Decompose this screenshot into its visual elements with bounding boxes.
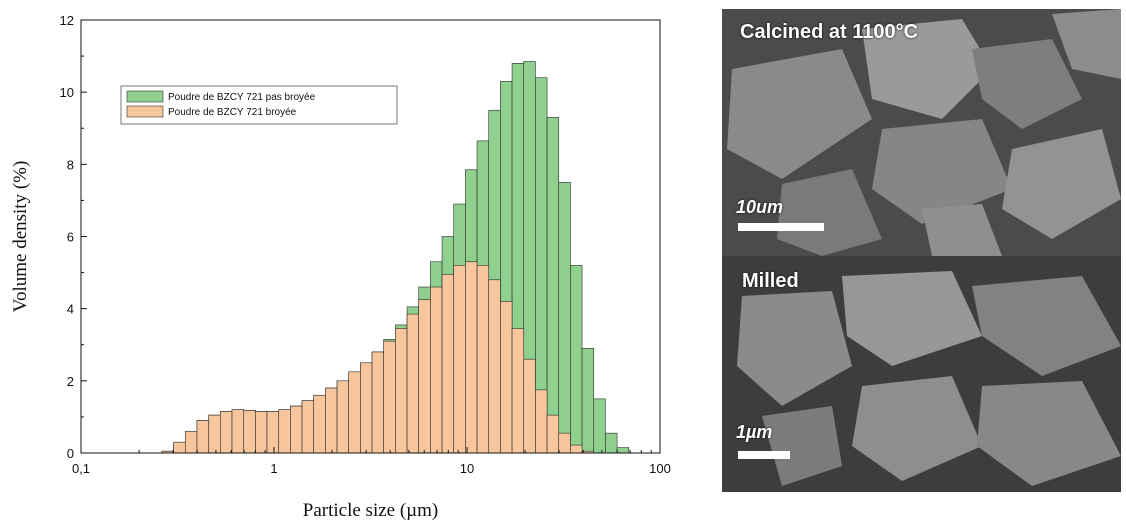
image-label-calcined: Calcined at 1100°C: [740, 21, 919, 43]
bar-milled-4: [208, 414, 221, 454]
y-tick-label-4: 8: [67, 157, 74, 172]
bar-unmilled-35: [570, 265, 583, 454]
legend-swatch-unmilled: [126, 90, 164, 103]
bar-milled-9: [266, 411, 280, 454]
bar-unmilled-37: [593, 398, 606, 454]
sem-image-milled: Milled 1µm: [722, 256, 1121, 492]
bar-milled-28: [488, 279, 501, 454]
y-tick-label-3: 6: [67, 230, 74, 245]
x-axis-title: Particle size (µm): [303, 500, 438, 521]
bar-milled-19: [383, 340, 396, 454]
x-tick-label-2: 10: [460, 461, 474, 476]
bar-milled-24: [441, 274, 455, 454]
legend-swatch-milled: [126, 105, 164, 118]
bar-unmilled-39: [616, 447, 630, 454]
bar-milled-23: [430, 286, 443, 454]
bar-milled-18: [371, 351, 385, 454]
histogram-chart: 0 2 4 6 8 10 12 0,1 1 10 100 Poudre de BZCY 721 pa…: [10, 13, 671, 521]
bar-milled-13: [313, 394, 326, 454]
y-tick-label-5: 10: [60, 85, 74, 100]
sem-image-calcined: Calcined at 1100°C 10um: [722, 9, 1121, 256]
bar-milled-14: [325, 387, 338, 454]
scale-bar-label-1um: 1µm: [736, 422, 773, 442]
legend: Poudre de BZCY 721 pas broyée Poudre de …: [120, 85, 398, 125]
bar-milled-5: [220, 411, 233, 454]
y-tick-label-0: 0: [67, 446, 74, 461]
bar-milled-26: [465, 261, 478, 454]
bar-milled-31: [523, 358, 536, 454]
bar-milled-11: [290, 405, 303, 454]
legend-label-unmilled: Poudre de BZCY 721 pas broyée: [168, 92, 316, 103]
scale-bar-10um: [738, 223, 824, 231]
scale-bar-1um: [738, 451, 790, 459]
y-tick-label-6: 12: [60, 13, 74, 28]
image-label-milled: Milled: [742, 270, 799, 292]
bars-layer: [161, 61, 630, 454]
x-tick-label-0: 0,1: [72, 461, 90, 476]
bar-unmilled-36: [581, 348, 595, 454]
bar-milled-34: [558, 432, 571, 454]
bar-milled-8: [255, 411, 268, 454]
bar-milled-22: [418, 299, 431, 454]
bar-milled-25: [453, 265, 466, 454]
bar-milled-16: [348, 371, 361, 454]
bar-milled-6: [231, 409, 245, 454]
legend-label-milled: Poudre de BZCY 721 broyée: [168, 107, 297, 118]
y-tick-label-1: 2: [67, 374, 74, 389]
sem-texture-milled: [722, 256, 1121, 492]
bar-milled-2: [184, 431, 198, 454]
bar-milled-7: [243, 410, 256, 454]
bar-milled-35: [570, 444, 583, 454]
bar-milled-15: [336, 380, 349, 454]
y-tick-label-2: 4: [67, 302, 74, 317]
bar-unmilled-38: [605, 432, 618, 454]
bar-milled-12: [301, 400, 315, 454]
sem-texture-calcined: [722, 9, 1121, 256]
bar-milled-29: [500, 301, 513, 454]
bar-milled-1: [173, 441, 186, 454]
bar-milled-27: [476, 265, 490, 454]
bar-milled-32: [535, 389, 548, 454]
bar-milled-20: [395, 328, 408, 454]
x-tick-label-3: 100: [649, 461, 671, 476]
bar-milled-33: [546, 414, 560, 454]
bar-milled-3: [196, 420, 210, 454]
y-axis-title: Volume density (%): [10, 161, 31, 313]
x-tick-label-1: 1: [270, 461, 277, 476]
bar-milled-21: [406, 313, 420, 454]
bar-milled-17: [360, 362, 373, 454]
bar-unmilled-33: [546, 117, 560, 454]
bar-milled-30: [511, 328, 525, 454]
scale-bar-label-10um: 10um: [736, 197, 784, 217]
axis-ticks: 0 2 4 6 8 10 12 0,1 1 10 100: [60, 13, 671, 476]
bar-milled-10: [278, 409, 291, 454]
legend-box: [120, 85, 398, 125]
bar-unmilled-34: [558, 182, 571, 454]
